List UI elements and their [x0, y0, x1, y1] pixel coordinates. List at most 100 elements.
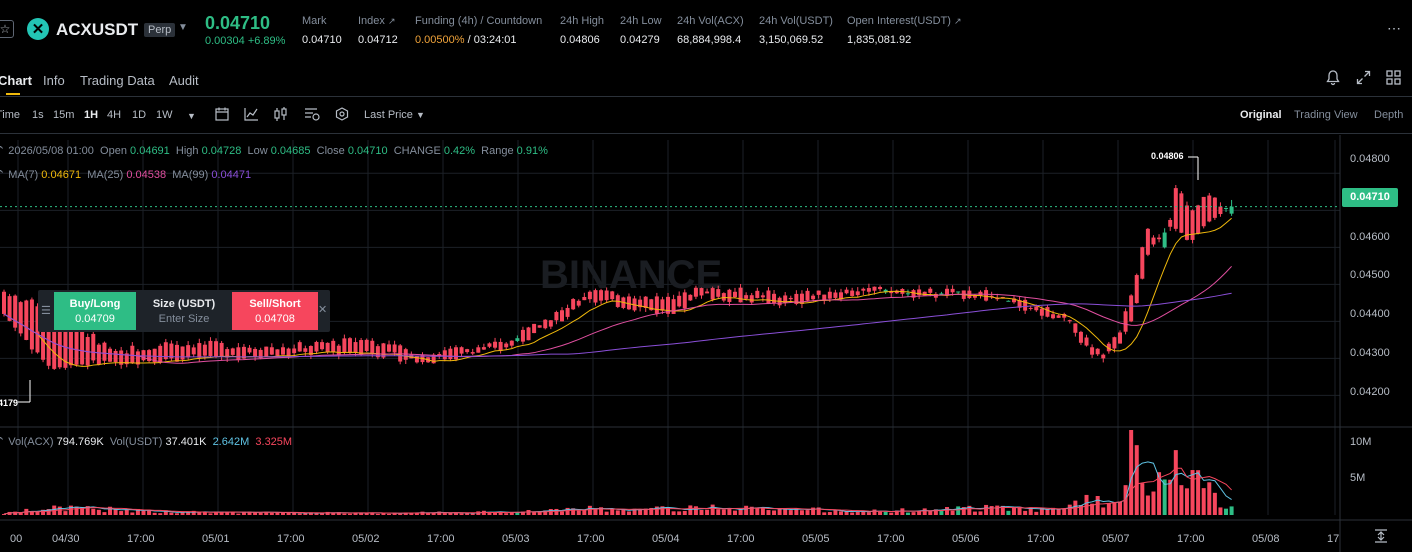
- candle-body: [208, 340, 213, 356]
- candle-type-icon[interactable]: [273, 107, 288, 124]
- candle-body: [442, 350, 447, 360]
- candle-body: [939, 293, 944, 295]
- candlestick-chart[interactable]: BINANCE: [0, 135, 1412, 552]
- indicator-icon[interactable]: [244, 107, 259, 124]
- y-tick-label: 0.04500: [1350, 269, 1390, 281]
- x-tick-label: 17: [1327, 533, 1340, 545]
- candle-body: [63, 319, 68, 368]
- interval-time[interactable]: Time: [0, 109, 21, 121]
- candle-body: [253, 348, 258, 357]
- candle-body: [593, 290, 598, 303]
- volume-bar: [666, 507, 671, 515]
- close-icon[interactable]: ✕: [318, 304, 328, 316]
- tab-audit[interactable]: Audit: [169, 73, 199, 88]
- volume-bar: [147, 509, 152, 515]
- tab-info[interactable]: Info: [43, 73, 65, 88]
- volume-bar: [950, 510, 955, 515]
- settings-icon[interactable]: [304, 107, 320, 124]
- volume-bar: [738, 508, 743, 515]
- tab-chart[interactable]: Chart: [0, 73, 32, 88]
- candle-body: [459, 347, 464, 354]
- volume-bar: [688, 505, 693, 515]
- candle-body: [1168, 219, 1173, 227]
- volume-bar: [1218, 507, 1223, 515]
- interval-1w[interactable]: 1W: [156, 109, 173, 121]
- volume-bar: [760, 507, 765, 515]
- candle-body: [130, 345, 135, 364]
- candle-body: [638, 299, 643, 308]
- candle-body: [174, 344, 179, 362]
- volume-bar: [241, 511, 246, 515]
- interval-1s[interactable]: 1s: [32, 109, 44, 121]
- candle-body: [476, 347, 481, 353]
- volume-bar: [844, 511, 849, 515]
- volume-bar: [654, 506, 659, 515]
- candle-body: [822, 294, 827, 301]
- interval-1h[interactable]: 1H: [84, 109, 99, 121]
- volume-bar: [883, 511, 888, 515]
- candle-body: [576, 300, 581, 306]
- ma99-line: [3, 292, 1232, 358]
- index-label[interactable]: Index ↗: [358, 15, 396, 27]
- interval-dropdown-icon[interactable]: ▼: [187, 111, 196, 121]
- candle-body: [1073, 323, 1078, 333]
- volume-bar: [1129, 430, 1134, 515]
- drag-handle-icon[interactable]: ☰: [41, 305, 51, 317]
- volume-bar: [766, 510, 771, 515]
- candle-body: [1023, 299, 1028, 311]
- size-input[interactable]: Size (USDT) Enter Size: [152, 298, 216, 325]
- scroll-to-latest-icon[interactable]: [1374, 529, 1388, 546]
- volume-bar: [336, 512, 341, 515]
- ma25-line: [3, 265, 1232, 364]
- volume-bar: [755, 507, 760, 515]
- view-original[interactable]: Original: [1240, 109, 1282, 121]
- volume-bar: [587, 505, 592, 515]
- symbol-name[interactable]: ACXUSDT: [56, 20, 139, 39]
- open-interest-label[interactable]: Open Interest(USDT) ↗: [847, 15, 962, 27]
- candle-body: [465, 349, 470, 353]
- candle-body: [303, 348, 308, 352]
- candle-body: [716, 289, 721, 297]
- interval-1d[interactable]: 1D: [132, 109, 147, 121]
- symbol-dropdown-icon[interactable]: ▼: [178, 22, 188, 33]
- interval-15m[interactable]: 15m: [53, 109, 75, 121]
- volume-bar: [314, 513, 319, 515]
- tab-trading-data[interactable]: Trading Data: [80, 73, 155, 88]
- interval-4h[interactable]: 4H: [107, 109, 122, 121]
- calendar-icon[interactable]: [215, 107, 229, 124]
- candle-body: [554, 312, 559, 321]
- candle-body: [158, 345, 163, 363]
- sell-short-button[interactable]: Sell/Short 0.04708: [232, 292, 318, 330]
- candle-body: [582, 296, 587, 301]
- candle-body: [520, 329, 525, 342]
- volume-bar: [1023, 510, 1028, 515]
- candle-body: [883, 289, 888, 293]
- acx-logo-icon: ✕: [27, 18, 49, 40]
- expand-icon[interactable]: [1356, 70, 1371, 88]
- volume-bar: [1112, 502, 1117, 515]
- chevron-down-icon: ▼: [415, 110, 425, 120]
- candle-body: [214, 341, 219, 357]
- volume-bar: [169, 512, 174, 515]
- hexagon-icon[interactable]: [335, 107, 349, 124]
- volume-bar: [972, 511, 977, 515]
- candle-body: [493, 341, 498, 348]
- buy-long-button[interactable]: Buy/Long 0.04709: [54, 292, 136, 330]
- candle-body: [850, 290, 855, 296]
- view-depth[interactable]: Depth: [1374, 109, 1404, 121]
- volume-bar: [922, 508, 927, 515]
- x-tick-label: 05/07: [1102, 533, 1130, 545]
- bell-icon[interactable]: [1326, 70, 1340, 89]
- more-options-icon[interactable]: ⋯: [1387, 20, 1402, 36]
- x-tick-label: 04/30: [52, 533, 80, 545]
- x-tick-label: 17:00: [877, 533, 905, 545]
- favorite-star-icon[interactable]: ☆: [0, 20, 14, 38]
- candle-body: [135, 351, 140, 365]
- view-trading-view[interactable]: Trading View: [1294, 109, 1358, 121]
- candle-body: [381, 343, 386, 358]
- price-type-dropdown[interactable]: Last Price ▼: [364, 109, 425, 121]
- candle-body: [794, 293, 799, 304]
- layout-grid-icon[interactable]: [1386, 70, 1401, 88]
- volume-bar: [1151, 491, 1156, 515]
- volume-bar: [247, 511, 252, 515]
